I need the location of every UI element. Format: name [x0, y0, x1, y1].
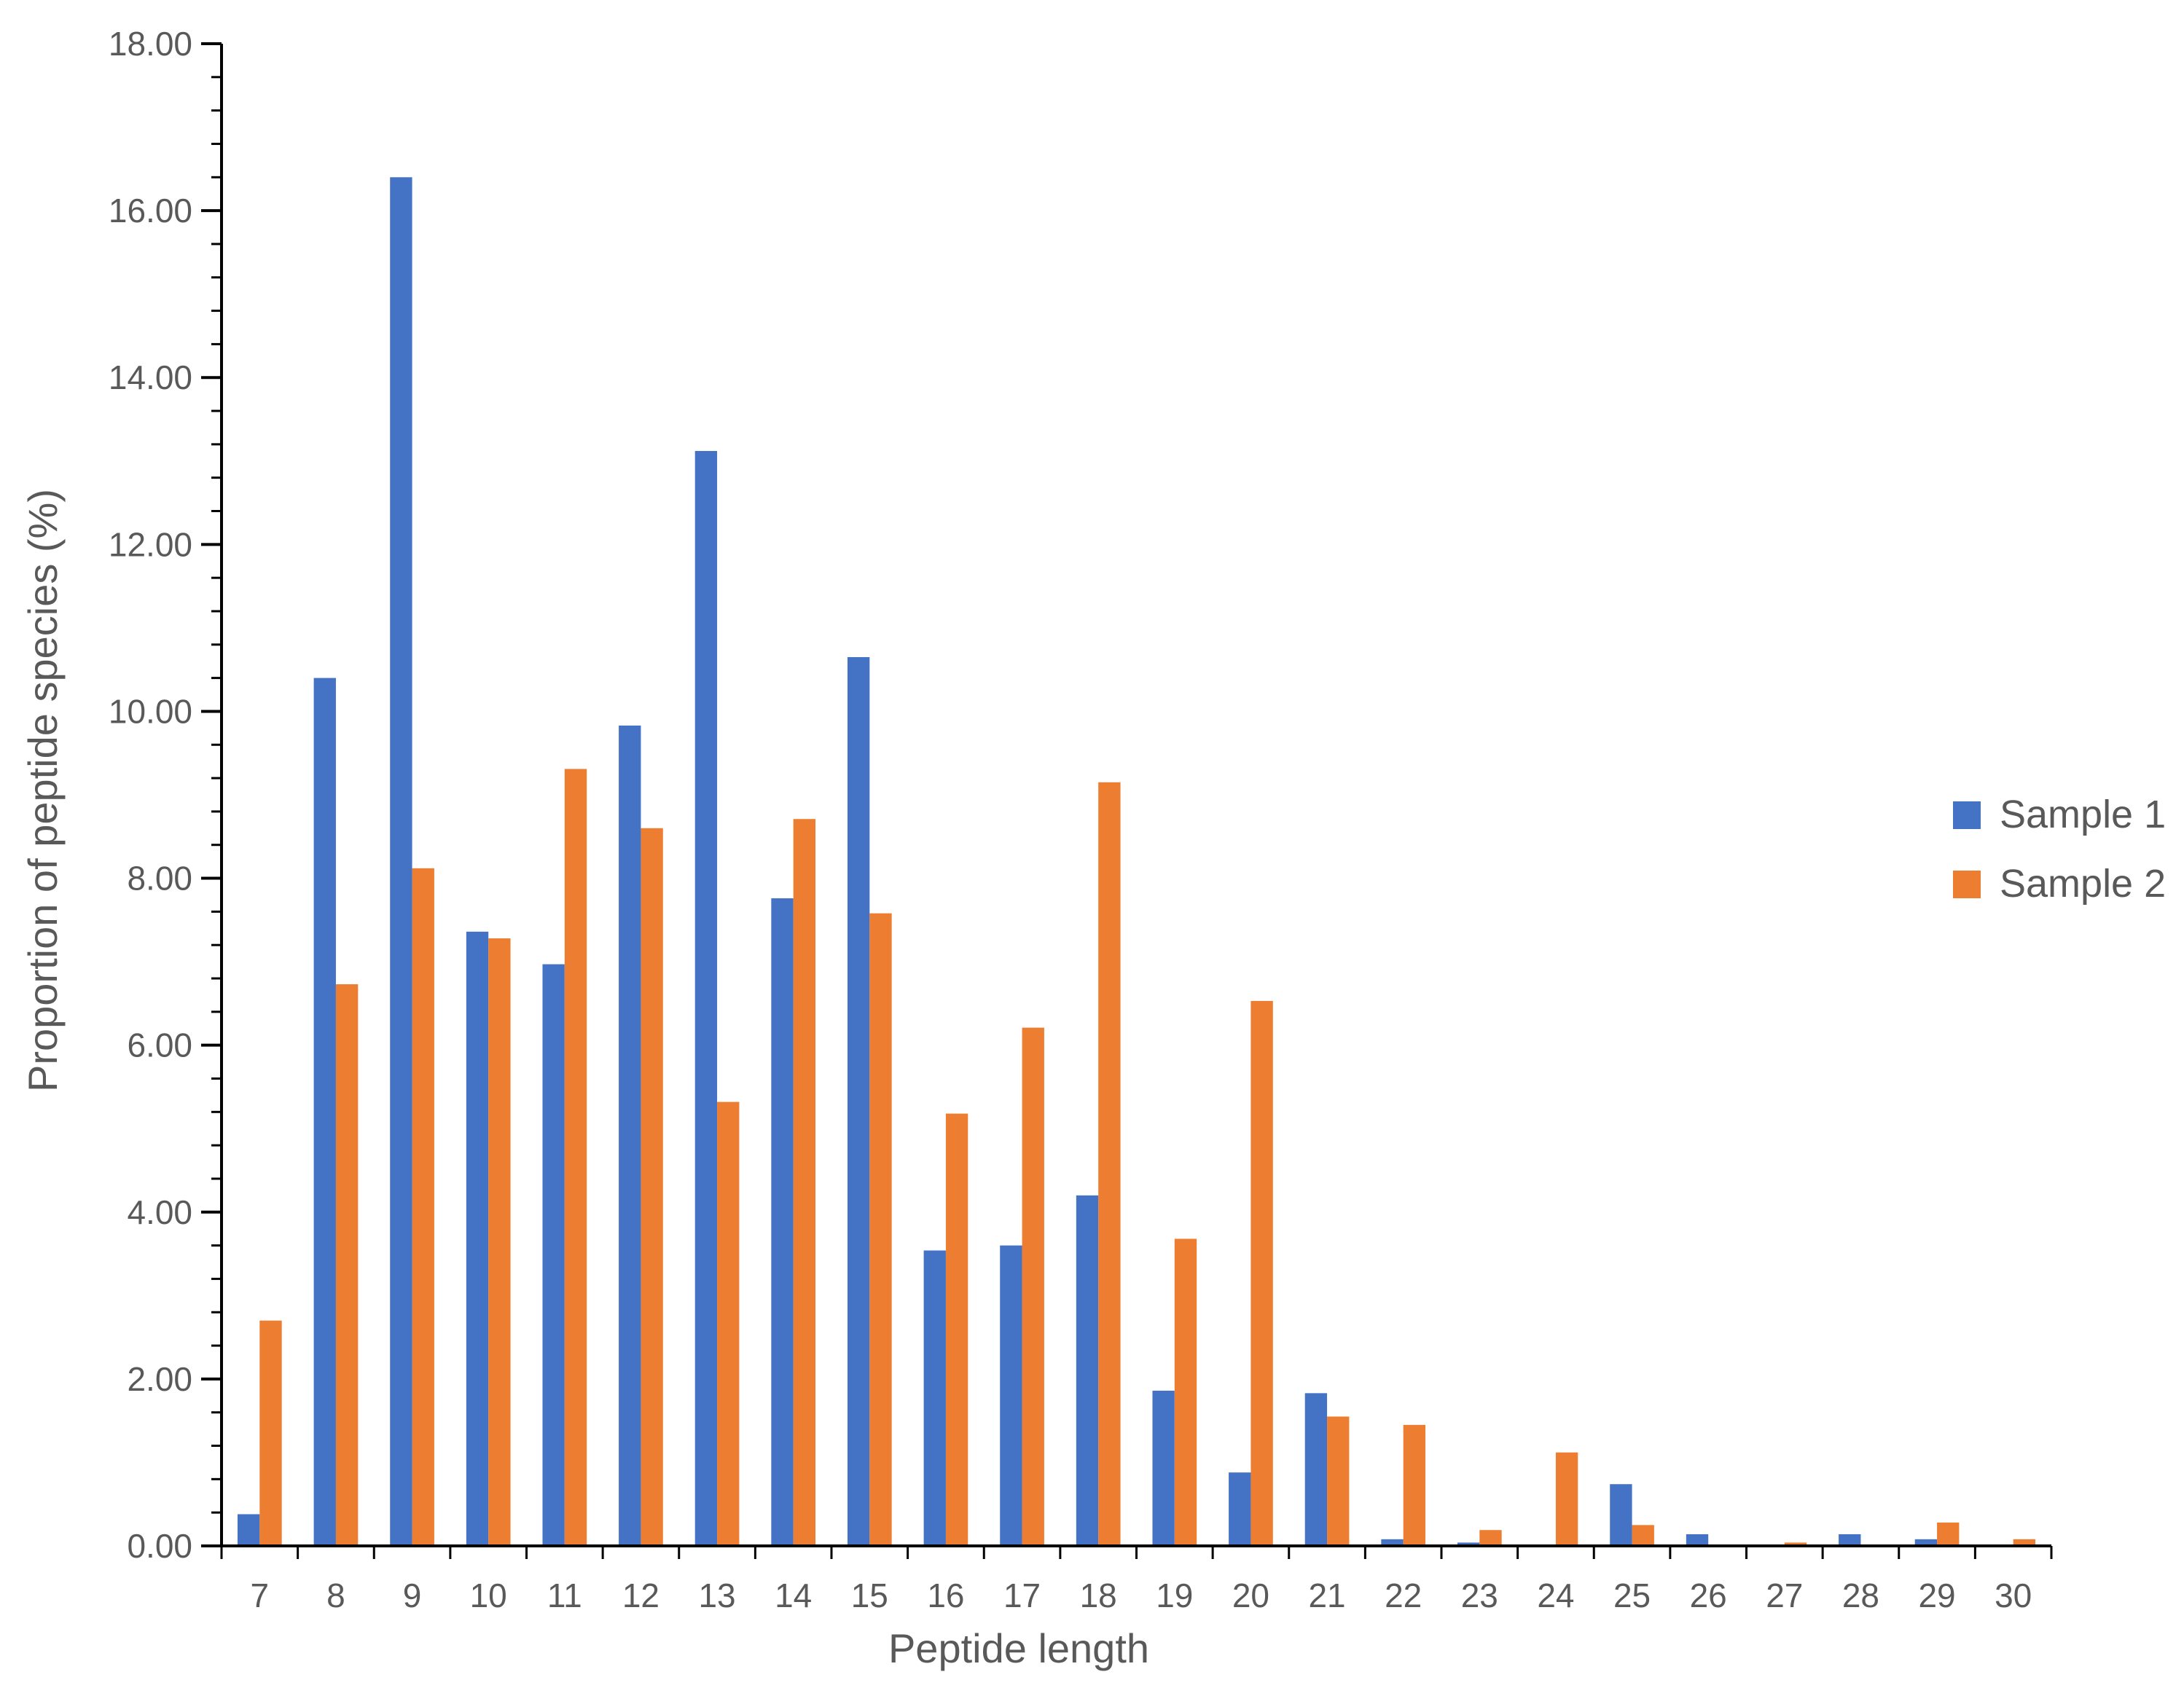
bar-2-8 [335, 984, 359, 1546]
bar-1-19 [1152, 1390, 1175, 1546]
bar-1-9 [390, 177, 412, 1546]
legend-swatch [1953, 801, 1981, 829]
y-tick-label: 4.00 [127, 1193, 192, 1231]
y-tick-label: 0.00 [127, 1527, 192, 1565]
bar-2-25 [1632, 1525, 1654, 1546]
x-tick-label: 21 [1308, 1577, 1345, 1614]
x-tick-label: 12 [622, 1577, 659, 1614]
bars-layer [237, 177, 2036, 1547]
bar-2-30 [2013, 1539, 2036, 1546]
bar-2-19 [1174, 1238, 1197, 1546]
x-tick-label: 23 [1461, 1577, 1498, 1614]
x-tick-label: 18 [1080, 1577, 1117, 1614]
bar-1-21 [1304, 1393, 1328, 1546]
x-tick-label: 27 [1766, 1577, 1803, 1614]
legend-swatch [1953, 871, 1981, 898]
legend: Sample 1 Sample 2 [1953, 793, 2166, 906]
bar-1-17 [1000, 1245, 1022, 1546]
bar-1-13 [694, 451, 718, 1546]
x-tick-label: 13 [698, 1577, 735, 1614]
x-tick-label: 25 [1613, 1577, 1651, 1614]
bar-1-7 [237, 1514, 260, 1546]
bar-2-10 [488, 938, 511, 1546]
x-tick-label: 7 [251, 1577, 270, 1614]
bar-1-20 [1229, 1472, 1251, 1546]
y-axis-title: Proportion of peptide species (%) [20, 489, 66, 1092]
bar-2-15 [869, 913, 892, 1546]
bar-2-23 [1479, 1530, 1502, 1546]
bar-2-12 [641, 828, 663, 1546]
bar-2-29 [1937, 1522, 1960, 1546]
y-tick-label: 8.00 [127, 860, 192, 898]
x-tick-label: 15 [851, 1577, 888, 1614]
bar-2-18 [1098, 782, 1121, 1546]
bar-2-17 [1022, 1027, 1044, 1546]
x-tick-label: 26 [1690, 1577, 1727, 1614]
x-axis: 7 8 9 10 11 12 13 14 15 16 17 18 19 20 21 22 23 24 25 26 27 2… [220, 1544, 2053, 1614]
legend-label: Sample 1 [2000, 793, 2166, 836]
bar-1-8 [313, 678, 336, 1546]
x-tick-label: 10 [470, 1577, 507, 1614]
bar-1-23 [1457, 1542, 1480, 1546]
x-tick-label: 19 [1156, 1577, 1193, 1614]
bar-1-22 [1381, 1539, 1404, 1546]
bar-1-16 [923, 1250, 946, 1546]
bar-1-15 [847, 656, 870, 1546]
bar-2-7 [259, 1320, 282, 1546]
x-tick-label: 8 [326, 1577, 345, 1614]
bar-1-28 [1839, 1534, 1861, 1546]
bar-1-26 [1686, 1534, 1709, 1546]
bar-2-27 [1784, 1542, 1807, 1546]
bar-1-25 [1610, 1484, 1632, 1546]
bar-2-20 [1250, 1000, 1273, 1546]
x-tick-label: 20 [1232, 1577, 1269, 1614]
bar-2-11 [564, 769, 587, 1546]
bar-2-24 [1555, 1452, 1578, 1546]
bar-1-10 [466, 931, 489, 1546]
y-tick-label: 16.00 [109, 192, 192, 229]
bar-1-29 [1914, 1539, 1938, 1546]
bar-1-11 [542, 964, 565, 1546]
bar-1-12 [619, 725, 641, 1547]
y-tick-label: 2.00 [127, 1360, 192, 1398]
x-tick-label: 29 [1918, 1577, 1955, 1614]
bar-1-18 [1076, 1195, 1099, 1546]
y-tick-label: 12.00 [109, 525, 192, 563]
legend-label: Sample 2 [2000, 862, 2166, 906]
bar-2-16 [945, 1113, 968, 1546]
bar-2-9 [412, 868, 434, 1546]
y-tick-label: 10.00 [109, 692, 192, 730]
x-tick-label: 30 [1995, 1577, 2032, 1614]
bar-2-21 [1327, 1416, 1350, 1546]
x-tick-label: 9 [403, 1577, 422, 1614]
bar-2-22 [1403, 1424, 1426, 1546]
y-tick-label: 14.00 [109, 358, 192, 396]
bar-2-14 [793, 819, 816, 1546]
x-tick-label: 11 [547, 1577, 582, 1614]
x-tick-label: 16 [927, 1577, 964, 1614]
x-tick-label: 17 [1003, 1577, 1041, 1614]
x-tick-label: 24 [1537, 1577, 1574, 1614]
x-tick-label: 28 [1842, 1577, 1879, 1614]
x-tick-label: 22 [1385, 1577, 1422, 1614]
bar-2-13 [717, 1102, 740, 1546]
y-axis: 0.00 2.00 4.00 6.00 8.00 10.00 12.00 14.00 16.00… [109, 25, 223, 1565]
y-tick-label: 18.00 [109, 25, 192, 63]
x-axis-title: Peptide length [888, 1625, 1149, 1671]
x-tick-label: 14 [775, 1577, 812, 1614]
bar-1-14 [771, 898, 794, 1546]
y-tick-label: 6.00 [127, 1026, 192, 1064]
